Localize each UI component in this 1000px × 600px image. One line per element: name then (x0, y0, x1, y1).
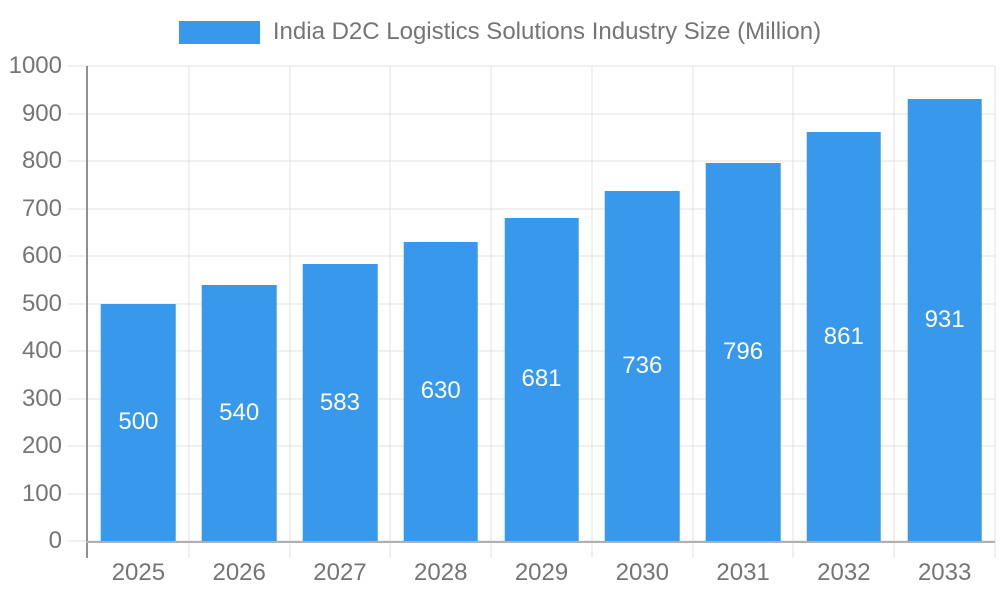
y-tick-label: 200 (21, 432, 62, 459)
x-tick-label: 2029 (514, 559, 569, 586)
bar[interactable]: 796 (705, 162, 781, 541)
v-gridline (994, 66, 996, 541)
v-gridline (490, 66, 492, 541)
bar-value-label: 583 (319, 388, 360, 416)
bar[interactable]: 736 (604, 191, 680, 541)
v-gridline (188, 66, 190, 541)
h-gridline (68, 160, 995, 162)
y-tick-label: 900 (21, 99, 62, 127)
h-gridline (68, 113, 995, 114)
x-axis-tick (893, 541, 895, 558)
bar[interactable]: 540 (201, 284, 277, 541)
x-tick-label: 2030 (615, 559, 669, 586)
y-tick-label: 300 (21, 384, 62, 412)
bar-value-label: 630 (420, 377, 461, 405)
x-tick-label: 2027 (313, 559, 367, 586)
v-gridline (692, 66, 694, 541)
y-tick-label: 600 (21, 242, 62, 269)
x-axis-line (86, 541, 995, 543)
bar-value-label: 736 (622, 352, 663, 380)
x-axis-tick (188, 541, 190, 558)
y-tick-label: 1000 (8, 52, 62, 79)
x-tick-label: 2032 (817, 559, 871, 586)
bar[interactable]: 583 (302, 264, 378, 541)
legend-label: India D2C Logistics Solutions Industry S… (272, 18, 822, 45)
y-tick-label: 400 (21, 337, 62, 364)
bar[interactable]: 861 (806, 132, 882, 541)
y-tick-label: 500 (21, 289, 62, 317)
y-axis-line (86, 66, 88, 558)
legend-swatch-icon (178, 20, 260, 44)
bar-value-label: 500 (118, 408, 159, 436)
y-tick-label: 100 (21, 479, 62, 507)
y-tick-label: 800 (21, 147, 62, 174)
bar[interactable]: 931 (907, 98, 982, 541)
bar-value-label: 796 (723, 337, 764, 365)
y-tick-label: 700 (21, 194, 62, 222)
bar[interactable]: 681 (504, 217, 579, 541)
v-gridline (591, 66, 593, 541)
x-axis-tick (389, 541, 391, 558)
x-tick-label: 2028 (414, 559, 468, 586)
y-tick-label: 0 (48, 527, 62, 554)
v-gridline (792, 66, 794, 541)
h-gridline (68, 65, 995, 67)
x-tick-label: 2033 (917, 559, 972, 586)
bar-value-label: 540 (219, 398, 260, 426)
x-axis-tick (591, 541, 593, 558)
x-axis-tick (792, 541, 794, 558)
x-tick-label: 2025 (111, 559, 166, 586)
bar-value-label: 861 (823, 322, 864, 350)
bar[interactable]: 500 (101, 303, 176, 541)
x-tick-label: 2026 (212, 559, 266, 586)
v-gridline (893, 66, 895, 541)
x-axis-tick (692, 541, 694, 558)
plot-area: 500 540 583 630 681 736 796 861 931 (68, 65, 996, 558)
chart-legend[interactable]: India D2C Logistics Solutions Industry S… (0, 18, 1000, 46)
h-gridline (68, 208, 995, 209)
x-axis-tick (490, 541, 492, 558)
y-axis-labels: 0 100 200 300 400 500 600 700 800 900 1000 (0, 54, 62, 553)
v-gridline (389, 66, 391, 541)
v-gridline (289, 66, 291, 541)
x-tick-label: 2031 (716, 559, 770, 586)
x-axis-tick (994, 541, 996, 558)
x-axis-labels: 2025 2026 2027 2028 2029 2030 2031 2032 2033 (88, 560, 995, 590)
bar-value-label: 681 (521, 365, 562, 393)
x-axis-tick (289, 541, 291, 558)
bar-value-label: 931 (924, 305, 965, 333)
bar[interactable]: 630 (403, 241, 478, 541)
